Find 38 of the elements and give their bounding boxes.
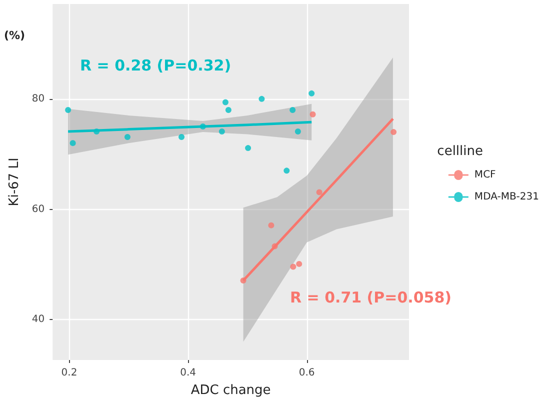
point — [310, 111, 316, 118]
legend-label: MCF — [474, 170, 496, 180]
legend-title: cellline — [437, 144, 484, 159]
annotation: R = 0.28 (P=0.32) — [80, 56, 232, 74]
point — [290, 264, 296, 270]
point — [94, 128, 100, 134]
point — [65, 106, 72, 113]
x-tick-label: 0.2 — [61, 368, 78, 378]
point — [258, 96, 265, 102]
point — [222, 99, 228, 106]
y-tick-label: 40 — [32, 314, 45, 326]
line-series — [66, 120, 313, 133]
point — [308, 90, 315, 96]
point — [178, 134, 185, 140]
x-axis-title: ADC change — [190, 383, 271, 398]
point — [245, 145, 252, 152]
text: (%) — [4, 29, 26, 42]
y-tick-label: 60 — [32, 204, 45, 215]
legend-label: MDA-MB-231 — [474, 192, 540, 202]
point — [390, 129, 397, 136]
point — [296, 260, 302, 267]
x-tick-label: 0.6 — [298, 368, 315, 378]
point — [70, 140, 76, 146]
point — [284, 168, 290, 174]
point — [272, 243, 278, 250]
point — [268, 222, 274, 228]
point — [290, 106, 296, 113]
point — [124, 134, 130, 140]
y-tick-label: 80 — [32, 93, 45, 104]
point — [218, 128, 225, 134]
x-tick-label: 0.4 — [180, 368, 196, 378]
point — [225, 106, 232, 113]
point — [200, 124, 206, 130]
point — [294, 128, 301, 134]
point — [240, 278, 246, 284]
point — [316, 189, 322, 196]
annotation: R = 0.71 (P=0.058) — [290, 288, 452, 306]
y-axis-title: Ki-67 LI — [7, 158, 22, 206]
